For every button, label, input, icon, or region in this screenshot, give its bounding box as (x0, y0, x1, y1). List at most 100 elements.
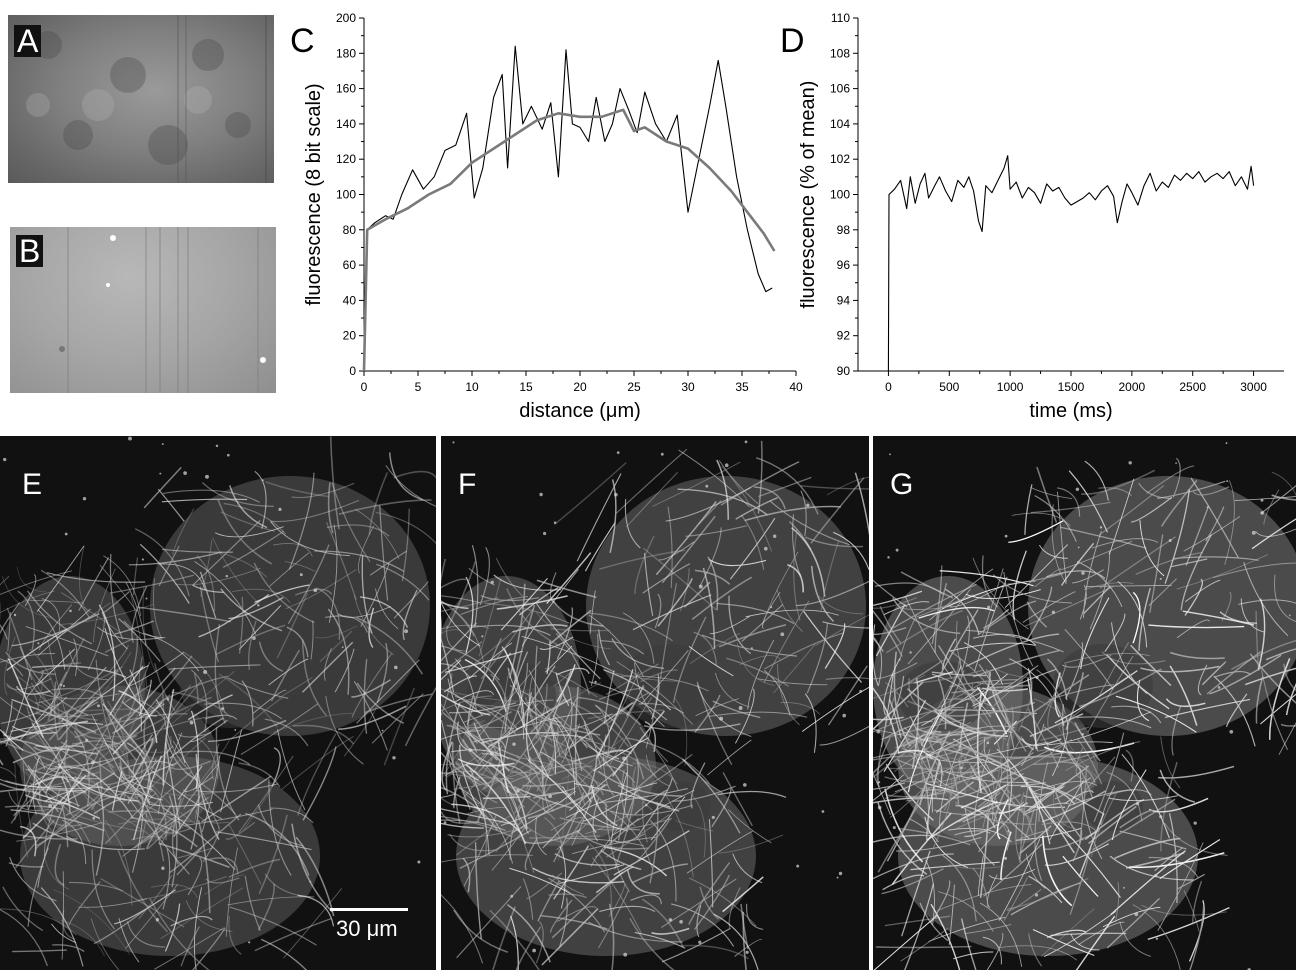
filament (1004, 544, 1069, 608)
filament (171, 797, 182, 865)
filament (37, 794, 69, 888)
filament (588, 842, 613, 916)
filament (1025, 853, 1046, 889)
filament (29, 701, 99, 740)
debris-speck (548, 794, 552, 799)
filament (109, 665, 144, 716)
filament (80, 666, 107, 693)
filament (476, 771, 556, 820)
filament (93, 909, 146, 945)
filament (286, 626, 309, 658)
debris-speck (724, 463, 729, 468)
filament (356, 682, 405, 724)
filament (27, 765, 80, 807)
filament (954, 830, 991, 836)
filament (154, 663, 176, 712)
debris-speck (660, 452, 664, 456)
filament (40, 569, 90, 618)
filament (758, 476, 812, 498)
filament (632, 594, 712, 631)
filament (6, 629, 67, 671)
filament (939, 570, 1034, 587)
filament (310, 620, 314, 660)
filament (688, 646, 734, 677)
filament (937, 736, 1007, 753)
filament (1148, 578, 1177, 607)
filament (240, 703, 319, 755)
filament (328, 524, 338, 623)
filament (933, 808, 1024, 816)
filament (726, 657, 789, 687)
filament (60, 802, 69, 848)
filament (122, 789, 154, 803)
filament (125, 581, 147, 647)
debris-speck (770, 606, 773, 609)
filament (197, 738, 219, 780)
filament (983, 608, 1010, 629)
x-tick-label: 1500 (1058, 380, 1085, 394)
debris-speck (69, 609, 72, 613)
debris-speck (128, 436, 132, 441)
y-axis-label: fluorescence (% of mean) (800, 81, 819, 309)
filament (888, 699, 902, 739)
filament (477, 661, 541, 738)
filament (204, 714, 238, 720)
filament (51, 923, 77, 944)
filament (1209, 654, 1282, 695)
filament (1132, 904, 1181, 970)
filament (465, 700, 519, 731)
filament (86, 739, 106, 779)
filament (201, 775, 272, 823)
filament (555, 632, 590, 695)
filament (238, 596, 244, 654)
filament (468, 642, 513, 679)
filament (86, 730, 138, 738)
debris-speck (417, 860, 421, 864)
filament (481, 731, 559, 744)
filament (1032, 929, 1095, 956)
filament (168, 795, 178, 888)
debris-speck (960, 766, 963, 770)
filament (658, 541, 695, 561)
debris-speck (895, 548, 899, 552)
filament (143, 466, 182, 509)
filament (257, 804, 304, 847)
filament (820, 541, 840, 611)
filament (1215, 671, 1252, 678)
micrograph-b: B (10, 227, 276, 393)
filament (73, 723, 111, 740)
filament (506, 903, 551, 963)
filament (661, 515, 716, 584)
filament (228, 596, 284, 620)
filament (953, 951, 994, 960)
filament (1022, 591, 1076, 623)
debris-speck (510, 894, 514, 898)
filament (803, 610, 863, 683)
debris-speck (166, 698, 170, 701)
filament (965, 633, 1060, 668)
filament (242, 789, 273, 832)
filament (351, 653, 393, 718)
filament (1043, 910, 1117, 958)
debris-speck (986, 741, 990, 745)
filament (388, 452, 424, 501)
filament (609, 479, 617, 553)
filament (203, 874, 245, 896)
filament (548, 609, 592, 646)
filament (873, 728, 945, 744)
filament (230, 697, 283, 740)
filament (97, 626, 164, 640)
filament (78, 898, 148, 908)
filament (699, 886, 720, 920)
filament (931, 671, 987, 677)
filament (393, 470, 436, 480)
filament (930, 903, 961, 970)
filament (1031, 781, 1098, 793)
filament (1230, 639, 1296, 671)
filament (446, 561, 477, 630)
filament (877, 787, 931, 873)
filament (471, 545, 479, 628)
filament (205, 877, 240, 884)
filament (616, 661, 694, 725)
filament (787, 563, 805, 593)
